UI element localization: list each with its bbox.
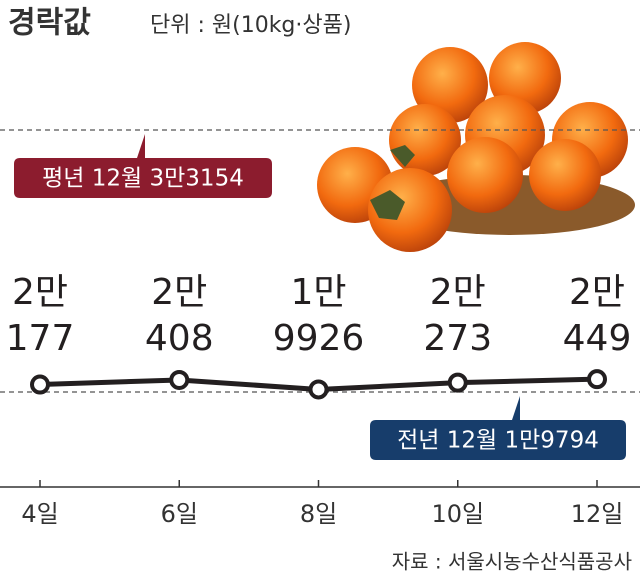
persimmon-illustration bbox=[317, 42, 635, 252]
x-tick-label: 6일 bbox=[161, 500, 198, 528]
value-label: 2만 bbox=[569, 272, 625, 313]
callout-label: 평년 12월 3만3154 bbox=[42, 165, 244, 191]
value-label: 2만 bbox=[12, 272, 68, 313]
x-tick-label: 10일 bbox=[431, 500, 484, 528]
x-tick-label: 4일 bbox=[21, 500, 58, 528]
chart-title: 경락값 bbox=[8, 6, 91, 41]
chart-subtitle: 단위 : 원(10kg·상품) bbox=[150, 13, 351, 38]
data-point bbox=[308, 379, 329, 400]
value-label: 408 bbox=[145, 318, 214, 359]
data-point bbox=[30, 374, 50, 395]
value-label: 2만 bbox=[430, 272, 486, 313]
value-label: 177 bbox=[6, 318, 75, 359]
data-point bbox=[587, 369, 607, 390]
x-tick-label: 12일 bbox=[571, 500, 624, 528]
value-label: 1만 bbox=[290, 272, 346, 313]
callout-box bbox=[14, 133, 272, 198]
callout-box bbox=[370, 396, 626, 461]
data-point bbox=[169, 369, 190, 390]
value-label: 2만 bbox=[151, 272, 207, 313]
value-label: 273 bbox=[423, 318, 492, 359]
callout-label: 전년 12월 1만9794 bbox=[397, 428, 599, 454]
x-tick-label: 8일 bbox=[300, 500, 337, 528]
data-point bbox=[447, 372, 468, 393]
value-label: 449 bbox=[563, 318, 632, 359]
value-label: 9926 bbox=[273, 318, 365, 359]
source-note: 자료 : 서울시농수산식품공사 bbox=[392, 550, 632, 574]
